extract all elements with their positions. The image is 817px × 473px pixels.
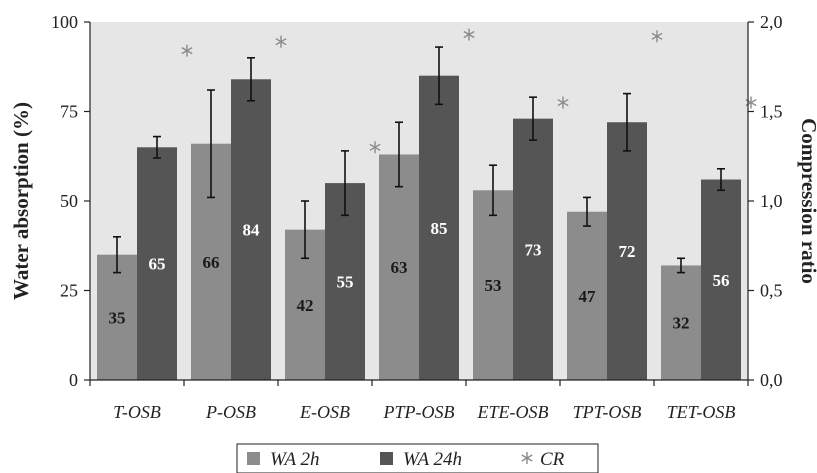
- legend-swatch-wa-24h: [380, 452, 393, 465]
- cr-marker-stroke: [181, 47, 193, 55]
- y2-tick-label: 0,0: [760, 370, 783, 390]
- x-tick-label: PTP-OSB: [383, 402, 455, 422]
- bar: [701, 179, 741, 380]
- cr-marker-stroke: [463, 30, 475, 39]
- data-label: 32: [673, 314, 690, 333]
- data-label: 66: [203, 253, 220, 272]
- bar: [97, 254, 137, 380]
- data-label: 72: [619, 242, 636, 261]
- data-label: 85: [431, 219, 448, 238]
- cr-marker-stroke: [275, 38, 287, 46]
- y-tick-label: 50: [60, 191, 78, 211]
- data-label: 53: [485, 276, 502, 295]
- legend-label: WA 24h: [403, 449, 462, 470]
- x-tick-label: TPT-OSB: [573, 402, 642, 422]
- bar: [379, 154, 419, 380]
- y2-axis-label: Compression ratio: [797, 118, 817, 284]
- cr-marker: [557, 96, 569, 109]
- bar: [607, 122, 647, 381]
- y2-tick-label: 2,0: [760, 12, 783, 32]
- y-tick-label: 0: [69, 370, 78, 390]
- y-axis-label: Water absorption (%): [9, 102, 33, 300]
- bar: [137, 147, 177, 380]
- data-label: 84: [243, 221, 261, 240]
- y-tick-label: 100: [51, 12, 78, 32]
- cr-marker-stroke: [557, 98, 569, 107]
- data-label: 73: [525, 240, 542, 259]
- y-tick-label: 25: [60, 281, 78, 301]
- cr-marker-stroke: [369, 143, 381, 151]
- bar: [513, 118, 553, 380]
- x-tick-label: TET-OSB: [667, 402, 736, 422]
- cr-markers-layer: [181, 28, 757, 154]
- x-tick-label: T-OSB: [113, 402, 161, 422]
- cr-marker: [181, 44, 193, 57]
- bars-layer: [97, 75, 741, 381]
- data-label: 42: [297, 296, 314, 315]
- data-label: 56: [713, 271, 730, 290]
- cr-marker: [275, 35, 287, 48]
- y2-tick-label: 1,5: [760, 102, 783, 122]
- bar: [419, 75, 459, 380]
- bar: [231, 79, 271, 380]
- legend-swatch-wa-2h: [247, 452, 260, 465]
- data-label: 55: [337, 273, 354, 292]
- bar: [567, 211, 607, 380]
- cr-marker: [521, 452, 533, 464]
- data-label: 47: [579, 287, 597, 306]
- cr-marker: [651, 30, 663, 43]
- y2-tick-label: 0,5: [760, 281, 783, 301]
- data-label: 35: [109, 308, 126, 327]
- legend: WA 2h WA 24h CR: [236, 443, 599, 473]
- data-label: 63: [391, 258, 408, 277]
- y-tick-label: 75: [60, 102, 78, 122]
- error-bars-layer: [113, 46, 725, 274]
- cr-marker-stroke: [521, 454, 533, 462]
- axes-layer: 0 25 50 75 100 0,0 0,5 1,0 1,5 2,0 T-OSB P-OSB E-OSB…: [51, 12, 783, 422]
- cr-marker: [369, 141, 381, 154]
- x-tick-label: ETE-OSB: [477, 402, 549, 422]
- data-labels-layer: 35 66 42 63 53 47 32 65 84 55 85 73 72 56: [109, 219, 730, 333]
- legend-label: WA 2h: [270, 449, 320, 470]
- legend-label: CR: [540, 449, 565, 470]
- x-tick-label: E-OSB: [299, 402, 350, 422]
- bar: [661, 265, 701, 380]
- legend-box: [236, 443, 599, 473]
- x-tick-label: P-OSB: [205, 402, 256, 422]
- cr-marker-stroke: [651, 32, 663, 40]
- data-label: 65: [149, 255, 166, 274]
- bar: [473, 190, 513, 380]
- y2-tick-label: 1,0: [760, 191, 783, 211]
- cr-marker: [463, 28, 475, 41]
